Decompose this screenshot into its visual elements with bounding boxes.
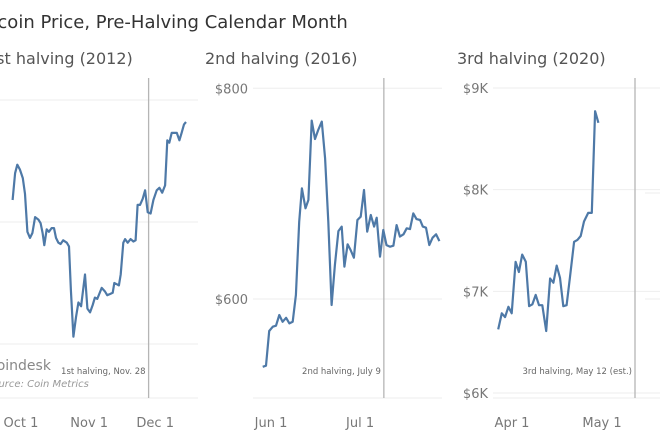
x-tick-label: May 1 <box>582 416 621 431</box>
x-tick-label: Dec 1 <box>136 416 174 431</box>
panel-1: 1st halving (2012) Oct 1 Nov 1 Dec 1 1st hal… <box>0 49 198 431</box>
x-tick-label: Jun 1 <box>254 416 288 431</box>
price-line <box>497 110 600 333</box>
y-tick-label: $600 <box>215 293 248 308</box>
y-tick-label: $800 <box>215 82 248 97</box>
panel-title: 1st halving (2012) <box>0 49 133 68</box>
price-line <box>11 121 187 338</box>
panel-3: 3rd halving (2020) $9K $8K $7K $6K Apr 1 May 1… <box>457 49 660 431</box>
y-tick-label: $6K <box>463 387 489 402</box>
price-line <box>262 119 441 368</box>
y-tick-label: $8K <box>463 184 489 199</box>
coindesk-logo: coindesk <box>0 358 52 374</box>
halving-label: 2nd halving, July 9 <box>302 367 381 377</box>
panel-2: 2nd halving (2016) $800 $600 Jun 1 Jul 1 2nd … <box>205 49 442 431</box>
panel-title: 3rd halving (2020) <box>457 49 606 68</box>
x-tick-label: Oct 1 <box>4 416 39 431</box>
y-tick-label: $7K <box>463 285 489 300</box>
y-tick-label: $9K <box>463 82 489 97</box>
halving-label: 3rd halving, May 12 (est.) <box>522 367 632 377</box>
panel-title: 2nd halving (2016) <box>205 49 357 68</box>
halving-label: 1st halving, Nov. 28 <box>61 367 146 377</box>
chart-title: Bitcoin Price, Pre-Halving Calendar Mont… <box>0 12 348 33</box>
x-tick-label: Jul 1 <box>345 416 374 431</box>
source-note: Source: Coin Metrics <box>0 379 89 390</box>
x-tick-label: Nov 1 <box>70 416 108 431</box>
x-tick-label: Apr 1 <box>495 416 530 431</box>
